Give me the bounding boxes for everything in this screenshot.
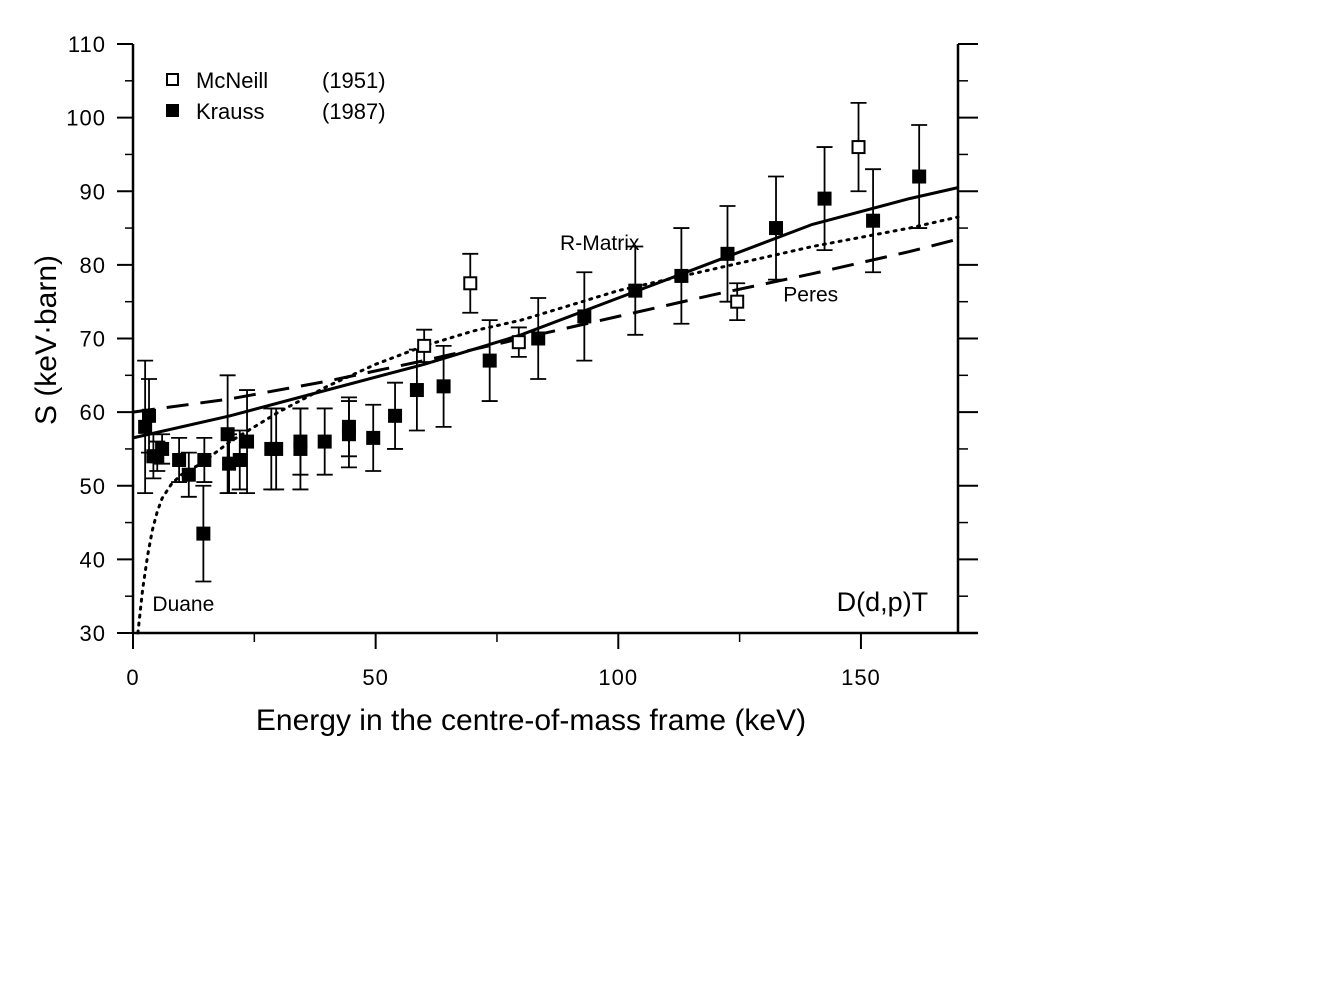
- y-tick-label: 60: [80, 400, 106, 425]
- annotations: R-Matrix Peres Duane D(d,p)T: [152, 232, 928, 617]
- annotation-peres: Peres: [783, 284, 838, 307]
- data-point-krauss: [317, 434, 332, 449]
- annotation-r-matrix: R-Matrix: [560, 232, 640, 255]
- y-tick-label: 70: [80, 327, 106, 352]
- annotation-duane: Duane: [152, 593, 214, 616]
- axis-ticks: 30 40 50 60 70 80 90 100 110 0 50 100 150: [66, 32, 978, 690]
- legend: McNeill (1951) Krauss (1987): [166, 68, 386, 124]
- y-axis-title: S (keV·barn): [30, 255, 63, 425]
- data-point-krauss: [628, 283, 643, 298]
- model-curves: [132, 186, 960, 635]
- annotation-d-d-p-t: D(d,p)T: [837, 587, 929, 617]
- data-markers: [138, 140, 927, 541]
- data-point-krauss: [388, 408, 403, 423]
- data-point-krauss: [674, 268, 689, 283]
- data-point-krauss: [240, 434, 255, 449]
- legend-year: (1987): [322, 99, 386, 124]
- data-point-krauss: [436, 379, 451, 394]
- y-tick-label: 110: [68, 32, 106, 57]
- data-point-krauss: [531, 331, 546, 346]
- data-point-krauss: [197, 452, 212, 467]
- curve-duane: [136, 215, 960, 635]
- x-tick-label: 150: [841, 665, 881, 690]
- legend-label: McNeill: [196, 68, 268, 93]
- legend-year: (1951): [322, 68, 386, 93]
- data-point-krauss: [769, 221, 784, 236]
- legend-marker-open-square: [166, 73, 179, 86]
- x-tick-label: 0: [126, 665, 139, 690]
- data-point-krauss: [222, 456, 237, 471]
- data-point-krauss: [181, 467, 196, 482]
- curve-peres: [132, 237, 959, 414]
- data-point-krauss: [172, 452, 187, 467]
- data-point-krauss: [912, 169, 927, 184]
- data-point-krauss: [269, 441, 284, 456]
- data-point-krauss: [482, 353, 497, 368]
- data-point-krauss: [366, 430, 381, 445]
- curve-r-matrix: [132, 186, 959, 440]
- data-point-krauss: [155, 441, 170, 456]
- data-point-krauss: [232, 452, 247, 467]
- y-tick-label: 30: [80, 621, 106, 646]
- x-tick-label: 100: [598, 665, 638, 690]
- data-point-krauss: [293, 441, 308, 456]
- y-tick-label: 100: [66, 106, 106, 131]
- data-point-krauss: [720, 246, 735, 261]
- data-point-krauss: [577, 309, 592, 324]
- data-point-krauss: [142, 408, 157, 423]
- data-point-mcneill: [851, 140, 866, 155]
- data-point-krauss: [409, 383, 424, 398]
- y-tick-label: 50: [80, 474, 106, 499]
- data-point-krauss: [817, 191, 832, 206]
- data-point-mcneill: [417, 338, 432, 353]
- data-point-mcneill: [511, 335, 526, 350]
- data-point-krauss: [220, 427, 235, 442]
- x-axis-title: Energy in the centre-of-mass frame (keV): [256, 704, 806, 737]
- legend-marker-filled-square: [166, 104, 179, 117]
- x-tick-label: 50: [362, 665, 388, 690]
- data-point-mcneill: [463, 276, 478, 291]
- data-point-krauss: [196, 526, 211, 541]
- y-tick-label: 40: [80, 547, 106, 572]
- legend-label: Krauss: [196, 99, 264, 124]
- data-point-mcneill: [730, 294, 745, 309]
- y-tick-label: 80: [80, 253, 106, 278]
- data-point-krauss: [341, 427, 356, 442]
- y-tick-label: 90: [80, 179, 106, 204]
- data-point-krauss: [138, 419, 153, 434]
- data-point-krauss: [866, 213, 881, 228]
